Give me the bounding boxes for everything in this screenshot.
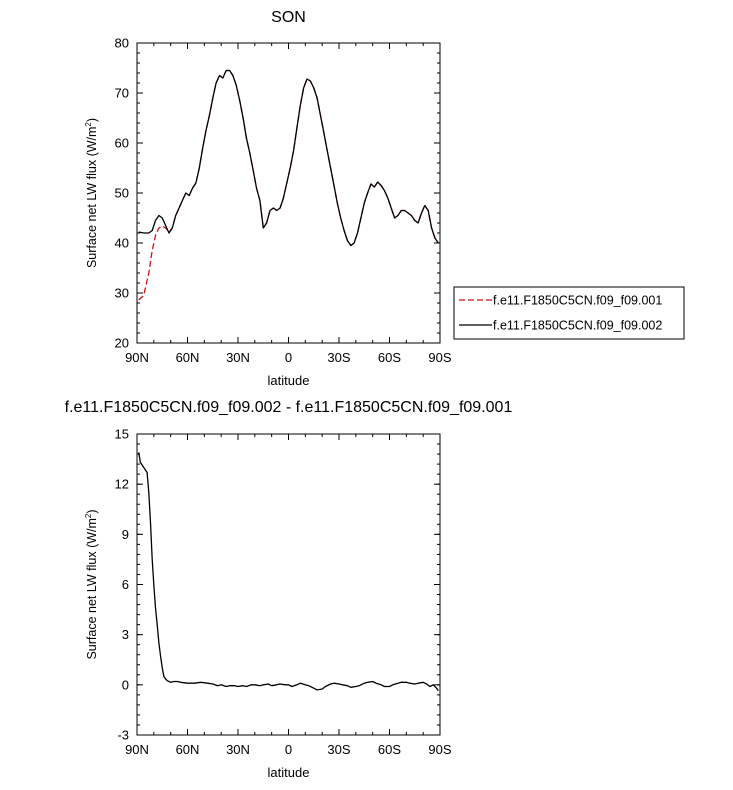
y-tick-label: 9 [122, 527, 129, 542]
plot-frame [136, 433, 441, 736]
x-tick-label: 30S [327, 742, 350, 757]
y-tick-label: 12 [115, 477, 129, 492]
x-axis-label: latitude [268, 373, 310, 388]
x-tick-label: 60N [176, 350, 200, 365]
x-tick-label: 0 [285, 350, 292, 365]
panel-1: SON 90N 60N 30N 0 30S 60S 90S 20 30 40 50 60 70 80 lati… [84, 9, 685, 388]
y-axis-label-close: ) [85, 509, 99, 513]
chart-title: f.e11.F1850C5CN.f09_f09.002 - f.e11.F185… [65, 399, 513, 416]
y-tick-label: 50 [115, 186, 129, 201]
y-axis-label: Surface net LW flux (W/m2) [84, 118, 99, 268]
x-tick-label: 90N [125, 742, 149, 757]
y-tick-label: 6 [122, 577, 129, 592]
legend: f.e11.F1850C5CN.f09_f09.001 f.e11.F1850C5… [453, 286, 685, 340]
x-tick-label: 60N [176, 742, 200, 757]
x-tick-label: 60S [378, 350, 401, 365]
x-axis-label: latitude [268, 765, 310, 780]
plot-frame [136, 42, 441, 344]
y-axis-label-superscript: 2 [84, 122, 93, 127]
series-line-2 [138, 69, 439, 247]
x-tick-label: 30S [327, 350, 350, 365]
x-tick-label: 30N [226, 350, 250, 365]
x-tick-label: 60S [378, 742, 401, 757]
y-axis-label-superscript: 2 [84, 513, 93, 518]
y-tick-label: 0 [122, 677, 129, 692]
y-tick-label: 60 [115, 136, 129, 151]
legend-label-2: f.e11.F1850C5CN.f09_f09.002 [493, 319, 662, 333]
y-axis-label: Surface net LW flux (W/m2) [84, 509, 99, 659]
panel-2: f.e11.F1850C5CN.f09_f09.002 - f.e11.F185… [65, 399, 513, 780]
y-tick-label: 3 [122, 627, 129, 642]
x-tick-label: 30N [226, 742, 250, 757]
y-tick-label: -3 [117, 728, 129, 743]
series-line-1 [138, 452, 439, 692]
x-tick-label: 90N [125, 350, 149, 365]
series-line-1 [138, 69, 439, 301]
y-tick-label: 30 [115, 286, 129, 301]
chart-title: SON [271, 9, 306, 26]
y-axis-label-main: Surface net LW flux (W/m [85, 518, 99, 659]
y-tick-label: 80 [115, 36, 129, 51]
x-tick-label: 90S [428, 350, 451, 365]
x-tick-label: 90S [428, 742, 451, 757]
y-axis-label-main: Surface net LW flux (W/m [85, 127, 99, 268]
y-axis-label-close: ) [85, 118, 99, 122]
y-tick-label: 15 [115, 427, 129, 442]
y-tick-label: 70 [115, 86, 129, 101]
legend-box [453, 286, 685, 340]
x-tick-label: 0 [285, 742, 292, 757]
y-tick-label: 20 [115, 336, 129, 351]
y-tick-label: 40 [115, 236, 129, 251]
legend-label-1: f.e11.F1850C5CN.f09_f09.001 [493, 294, 662, 308]
